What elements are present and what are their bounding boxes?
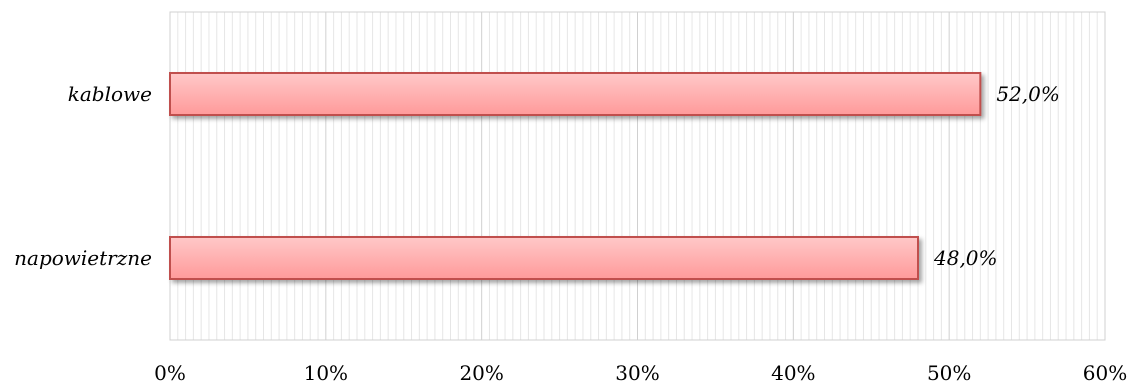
x-tick-label: 50% <box>927 361 971 385</box>
x-tick-label: 30% <box>615 361 659 385</box>
x-tick-label: 40% <box>771 361 815 385</box>
x-tick-label: 60% <box>1083 361 1127 385</box>
bar-napowietrzne <box>169 236 919 280</box>
grid-lines <box>169 12 1106 340</box>
labels: kablowe 52,0% napowietrzne 48,0% 0% 10% 20% 30%… <box>14 82 1127 385</box>
category-label-napowietrzne: napowietrzne <box>14 246 152 270</box>
category-label-kablowe: kablowe <box>68 82 152 106</box>
value-label-napowietrzne: 48,0% <box>933 246 998 270</box>
x-tick-label: 0% <box>154 361 186 385</box>
bar-kablowe <box>169 72 982 116</box>
plot-area <box>169 11 1106 341</box>
x-tick-label: 20% <box>459 361 503 385</box>
bars <box>169 72 982 280</box>
value-label-kablowe: 52,0% <box>996 82 1060 106</box>
x-tick-label: 10% <box>304 361 348 385</box>
